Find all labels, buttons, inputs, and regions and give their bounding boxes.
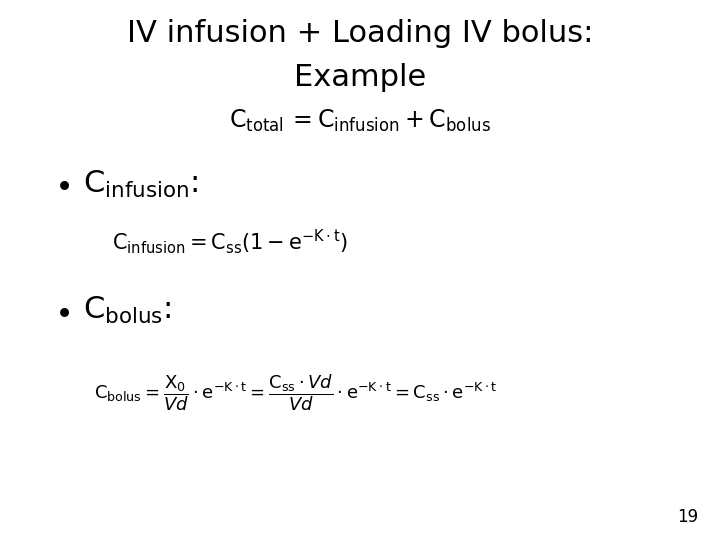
Text: Example: Example (294, 63, 426, 92)
Text: $\mathrm{C}_{\mathrm{infusion}} = \mathrm{C}_{\mathrm{ss}}\left(1 - \mathrm{e}^{: $\mathrm{C}_{\mathrm{infusion}} = \mathr… (112, 227, 348, 255)
Text: $\mathrm{C_{total}}\,=\mathrm{C_{infusion}} + \mathrm{C_{bolus}}$: $\mathrm{C_{total}}\,=\mathrm{C_{infusio… (229, 108, 491, 134)
Text: 19: 19 (678, 509, 698, 526)
Text: $\mathrm{C}_{\mathrm{infusion}}$:: $\mathrm{C}_{\mathrm{infusion}}$: (83, 168, 198, 200)
Text: $\bullet$: $\bullet$ (54, 170, 70, 199)
Text: $\bullet$: $\bullet$ (54, 297, 70, 326)
Text: IV infusion + Loading IV bolus:: IV infusion + Loading IV bolus: (127, 19, 593, 48)
Text: $\mathrm{C}_{\mathrm{bolus}} = \dfrac{\mathrm{X_0}}{\mathit{Vd}} \cdot \mathrm{e: $\mathrm{C}_{\mathrm{bolus}} = \dfrac{\m… (94, 373, 497, 413)
Text: $\mathrm{C}_{\mathrm{bolus}}$:: $\mathrm{C}_{\mathrm{bolus}}$: (83, 295, 171, 327)
